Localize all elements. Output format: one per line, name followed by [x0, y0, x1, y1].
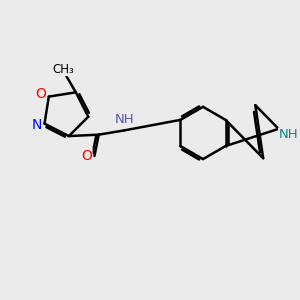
Text: O: O: [35, 87, 46, 101]
Text: CH₃: CH₃: [52, 62, 74, 76]
Text: NH: NH: [279, 128, 298, 141]
Text: O: O: [81, 149, 92, 163]
Text: NH: NH: [115, 113, 135, 126]
Text: N: N: [32, 118, 42, 132]
